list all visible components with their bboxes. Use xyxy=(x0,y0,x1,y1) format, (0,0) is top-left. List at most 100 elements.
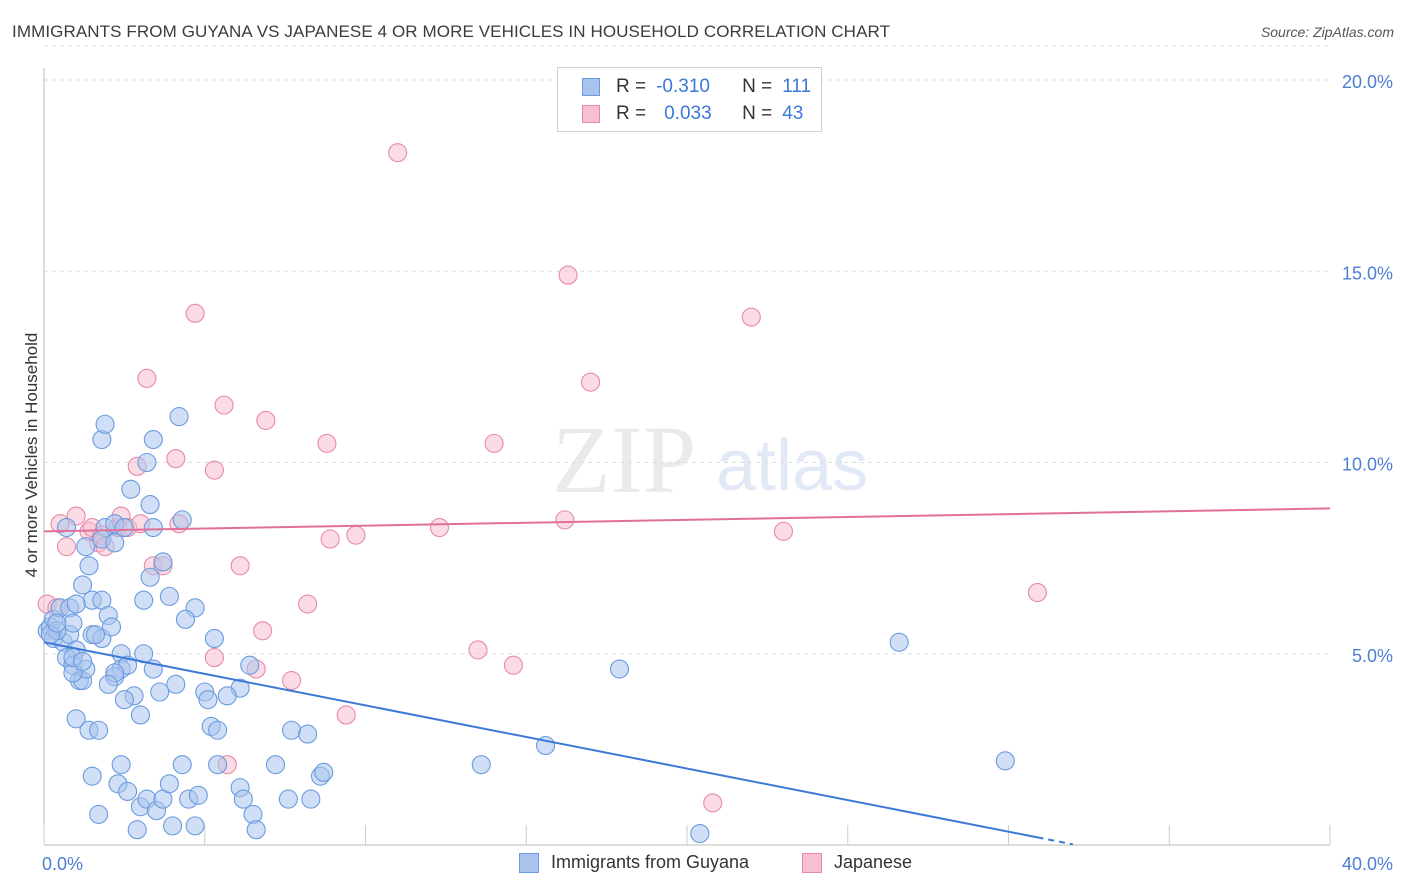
chart-title: IMMIGRANTS FROM GUYANA VS JAPANESE 4 OR … xyxy=(12,22,891,41)
point-guyana xyxy=(73,651,93,671)
point-japanese xyxy=(137,368,157,388)
point-guyana xyxy=(121,479,141,499)
series-japanese xyxy=(37,143,1047,813)
watermark: ZIP atlas xyxy=(552,406,868,513)
point-guyana xyxy=(233,789,253,809)
y-tick-label: 5.0% xyxy=(1352,646,1393,666)
point-japanese xyxy=(1027,582,1047,603)
point-japanese xyxy=(558,265,578,285)
point-japanese xyxy=(298,594,318,614)
point-guyana xyxy=(159,774,179,794)
y-tick-label: 20.0% xyxy=(1342,72,1393,92)
point-guyana xyxy=(159,586,179,606)
point-guyana xyxy=(63,613,83,633)
legend-n-label: N = xyxy=(742,76,773,97)
trend-line-guyana-extension xyxy=(1037,836,1073,846)
x-tick-label: 0.0% xyxy=(42,854,83,874)
legend-swatch-japanese xyxy=(582,105,600,123)
legend-swatch-guyana xyxy=(519,852,539,873)
legend-n-value: 111 xyxy=(782,76,812,97)
y-tick-label: 10.0% xyxy=(1342,455,1393,475)
point-guyana xyxy=(204,628,224,649)
point-japanese xyxy=(336,705,356,725)
point-japanese xyxy=(204,648,224,668)
point-guyana xyxy=(56,517,77,538)
axes xyxy=(43,68,1331,846)
watermark-zip: ZIP xyxy=(552,406,696,513)
legend-n-value: 43 xyxy=(782,103,804,124)
point-guyana xyxy=(172,510,192,530)
point-guyana xyxy=(137,452,157,473)
point-guyana xyxy=(66,709,86,729)
point-guyana xyxy=(609,659,630,679)
point-guyana xyxy=(169,407,189,427)
point-japanese xyxy=(282,670,302,691)
point-guyana xyxy=(105,533,125,553)
series-legend: Immigrants from Guyana Japanese xyxy=(0,852,1406,878)
stats-legend: R = -0.310 N = 111 R = 0.033 N = 43 xyxy=(557,67,822,132)
legend-item-guyana: Immigrants from Guyana xyxy=(519,852,749,873)
trend-lines xyxy=(43,507,1331,846)
point-guyana xyxy=(140,567,160,587)
point-guyana xyxy=(79,556,99,576)
watermark-atlas: atlas xyxy=(716,426,868,506)
point-guyana xyxy=(208,755,228,775)
legend-label-guyana: Immigrants from Guyana xyxy=(551,852,750,872)
point-japanese xyxy=(484,433,504,453)
point-guyana xyxy=(89,804,109,824)
point-japanese xyxy=(580,372,601,392)
legend-r-value: -0.310 xyxy=(656,76,710,97)
point-guyana xyxy=(278,789,298,809)
point-guyana xyxy=(134,590,154,610)
trend-line-japanese xyxy=(43,507,1331,533)
legend-r-value: 0.033 xyxy=(664,103,712,124)
point-japanese xyxy=(256,410,276,430)
point-guyana xyxy=(101,617,122,637)
point-guyana xyxy=(185,816,205,836)
point-guyana xyxy=(995,751,1015,771)
legend-r-label: R = xyxy=(616,103,647,124)
point-guyana xyxy=(150,682,170,702)
point-japanese xyxy=(253,621,273,641)
point-guyana xyxy=(76,537,96,557)
point-guyana xyxy=(690,823,710,844)
point-japanese xyxy=(555,510,575,530)
point-guyana xyxy=(889,632,909,652)
point-japanese xyxy=(468,640,488,660)
point-japanese xyxy=(429,517,449,538)
point-guyana xyxy=(98,674,118,694)
y-tick-label: 15.0% xyxy=(1342,263,1393,283)
point-guyana xyxy=(130,705,150,725)
legend-swatch-japanese xyxy=(802,852,822,873)
point-guyana xyxy=(82,766,102,786)
legend-item-japanese: Japanese xyxy=(802,852,912,873)
point-guyana xyxy=(198,690,218,710)
point-guyana xyxy=(301,789,321,809)
point-japanese xyxy=(166,449,186,469)
legend-swatch-guyana xyxy=(582,78,600,96)
point-guyana xyxy=(314,762,334,782)
point-guyana xyxy=(47,613,67,633)
y-axis-label: 4 or more Vehicles in Household xyxy=(22,333,41,578)
point-japanese xyxy=(388,143,408,163)
legend-n-label: N = xyxy=(742,103,773,124)
tick-labels: 5.0% 10.0% 15.0% 20.0% 0.0% 40.0% xyxy=(42,72,1393,874)
point-japanese xyxy=(230,556,250,576)
point-guyana xyxy=(140,495,160,515)
point-japanese xyxy=(503,655,523,675)
point-guyana xyxy=(143,429,163,450)
point-japanese xyxy=(317,433,337,453)
point-guyana xyxy=(188,785,208,805)
point-guyana xyxy=(95,414,115,434)
x-tick-label: 40.0% xyxy=(1342,854,1393,874)
legend-row-japanese: R = 0.033 N = 43 xyxy=(582,102,803,126)
point-guyana xyxy=(175,609,196,629)
point-guyana xyxy=(240,655,260,675)
point-guyana xyxy=(265,755,286,775)
point-guyana xyxy=(208,720,228,740)
point-guyana xyxy=(118,781,138,802)
point-guyana xyxy=(298,724,318,744)
chart-source: Source: ZipAtlas.com xyxy=(1260,24,1394,40)
point-guyana xyxy=(89,720,109,740)
point-japanese xyxy=(741,307,761,327)
